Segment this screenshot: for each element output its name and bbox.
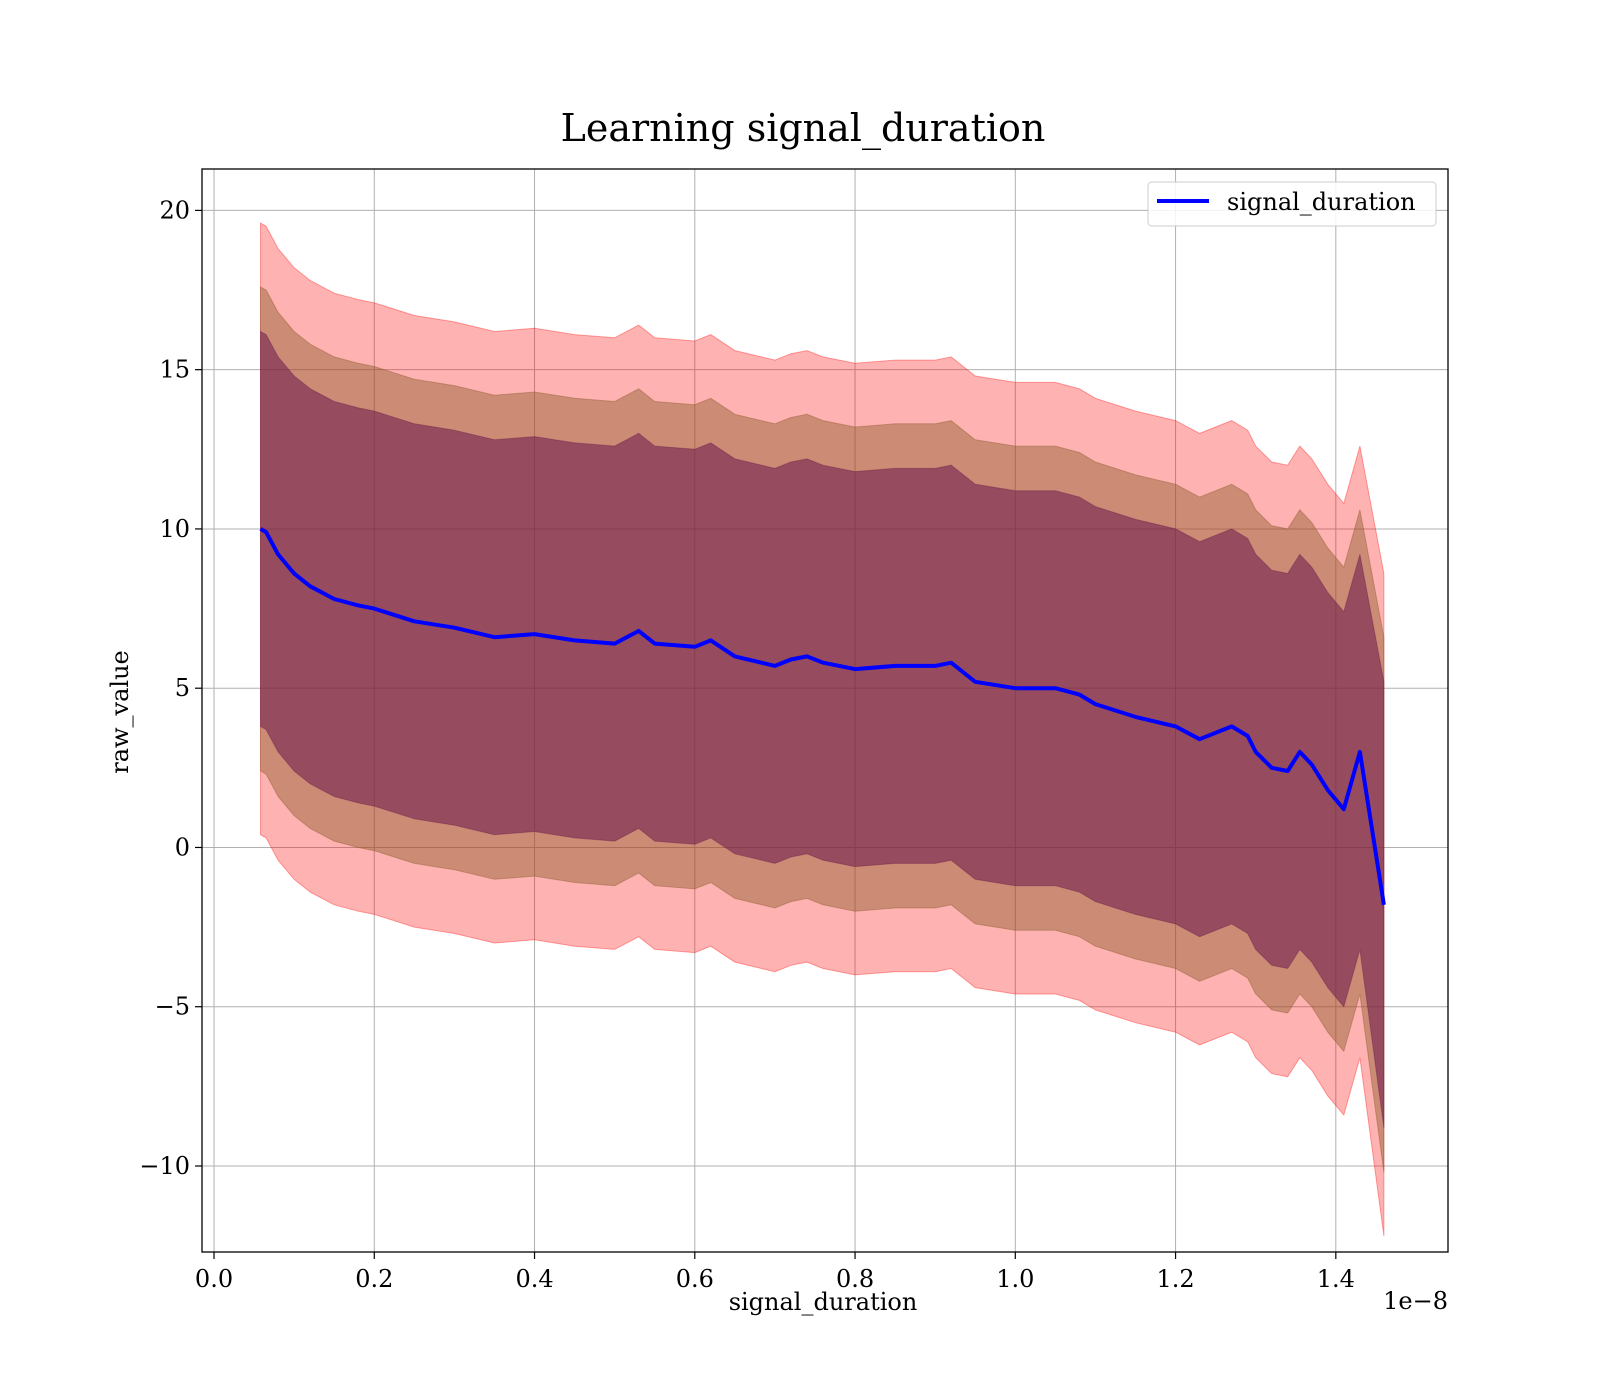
y-tick-label: 10 [159, 515, 190, 543]
y-tick-label: 5 [175, 674, 190, 702]
series-line-signal-duration [259, 527, 1386, 906]
series-lines [259, 527, 1386, 906]
y-tick-label: 0 [175, 833, 190, 861]
y-tick-label: 20 [159, 196, 190, 224]
y-axis-label: raw_value [106, 650, 134, 774]
y-tick-label: −10 [139, 1152, 190, 1180]
y-axis-ticks: −10 −5 0 5 10 15 20 [139, 196, 202, 1180]
legend-box [1147, 181, 1437, 227]
x-tick-label: 0.2 [355, 1265, 393, 1293]
legend-entry-signal-duration: signal_duration [1227, 188, 1416, 216]
x-tick-label: 0.6 [676, 1265, 714, 1293]
x-tick-label: 1.2 [1156, 1265, 1194, 1293]
x-tick-label: 0.0 [195, 1265, 233, 1293]
confidence-bands [260, 222, 1385, 1237]
x-axis-offset-text: 1e−8 [1383, 1287, 1448, 1315]
x-axis-ticks: 0.0 0.2 0.4 0.6 0.8 1.0 1.2 1.4 [195, 1252, 1355, 1293]
x-tick-label: 1.0 [996, 1265, 1034, 1293]
legend: signal_duration [1147, 181, 1437, 227]
chart-title: Learning signal_duration [561, 106, 1046, 151]
x-tick-label: 0.4 [515, 1265, 553, 1293]
plot-frame [201, 168, 1449, 1253]
x-axis-label: signal_duration [729, 1288, 918, 1316]
x-tick-label: 0.8 [836, 1265, 874, 1293]
y-tick-label: 15 [159, 356, 190, 384]
y-tick-label: −5 [155, 993, 190, 1021]
band-inner [260, 330, 1385, 1128]
x-tick-label: 1.4 [1317, 1265, 1355, 1293]
